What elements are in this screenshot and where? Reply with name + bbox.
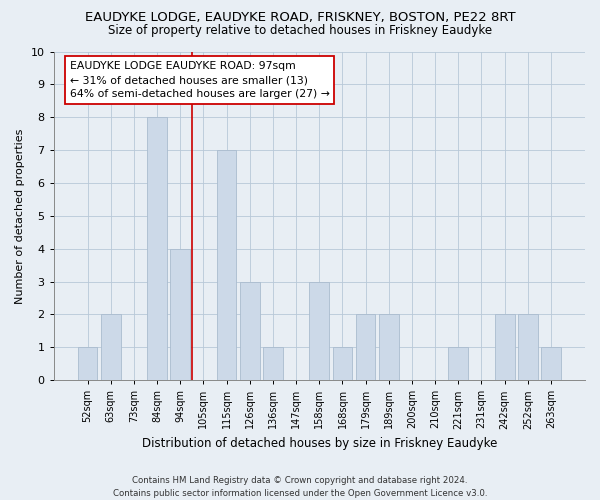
Bar bbox=[356, 314, 376, 380]
Bar bbox=[101, 314, 121, 380]
Text: Size of property relative to detached houses in Friskney Eaudyke: Size of property relative to detached ho… bbox=[108, 24, 492, 37]
Bar bbox=[78, 348, 97, 380]
Bar bbox=[379, 314, 398, 380]
X-axis label: Distribution of detached houses by size in Friskney Eaudyke: Distribution of detached houses by size … bbox=[142, 437, 497, 450]
Bar bbox=[541, 348, 561, 380]
Text: EAUDYKE LODGE EAUDYKE ROAD: 97sqm
← 31% of detached houses are smaller (13)
64% : EAUDYKE LODGE EAUDYKE ROAD: 97sqm ← 31% … bbox=[70, 62, 329, 100]
Text: Contains HM Land Registry data © Crown copyright and database right 2024.
Contai: Contains HM Land Registry data © Crown c… bbox=[113, 476, 487, 498]
Bar bbox=[170, 248, 190, 380]
Y-axis label: Number of detached properties: Number of detached properties bbox=[15, 128, 25, 304]
Bar bbox=[332, 348, 352, 380]
Bar bbox=[518, 314, 538, 380]
Bar bbox=[263, 348, 283, 380]
Bar bbox=[310, 282, 329, 380]
Bar bbox=[147, 117, 167, 380]
Bar bbox=[217, 150, 236, 380]
Bar bbox=[448, 348, 468, 380]
Bar bbox=[240, 282, 260, 380]
Text: EAUDYKE LODGE, EAUDYKE ROAD, FRISKNEY, BOSTON, PE22 8RT: EAUDYKE LODGE, EAUDYKE ROAD, FRISKNEY, B… bbox=[85, 11, 515, 24]
Bar bbox=[495, 314, 515, 380]
